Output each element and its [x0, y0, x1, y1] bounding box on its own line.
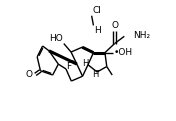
Text: F: F — [67, 62, 72, 71]
Text: NH₂: NH₂ — [133, 31, 150, 40]
Text: O: O — [25, 70, 32, 79]
Text: H: H — [94, 26, 101, 35]
Text: H: H — [82, 59, 89, 68]
Text: Cl: Cl — [93, 6, 102, 15]
Text: H̅: H̅ — [92, 70, 98, 79]
Text: O: O — [111, 21, 118, 30]
Text: HO: HO — [49, 34, 63, 43]
Text: •OH: •OH — [114, 48, 133, 57]
